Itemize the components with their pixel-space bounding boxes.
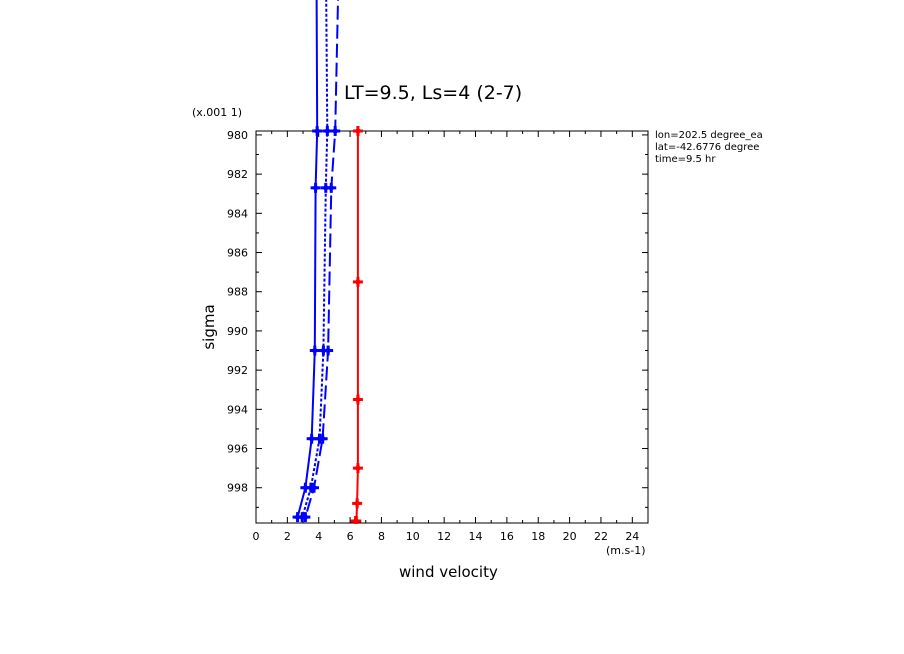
x-scale-label: (m.s-1) [606,544,646,557]
y-tick-label: 986 [227,247,248,260]
data-point-marker [352,126,363,136]
y-tick-label: 982 [227,168,248,181]
x-tick-label: 18 [531,530,545,543]
x-tick-label: 24 [625,530,639,543]
y-tick-label: 998 [227,482,248,495]
y-tick-label: 990 [227,325,248,338]
y-tick-label: 988 [227,286,248,299]
x-tick-label: 2 [284,530,291,543]
x-tick-label: 4 [315,530,322,543]
series-lines [292,0,363,524]
y-tick-label: 980 [227,129,248,142]
y-tick-label: 992 [227,364,248,377]
x-tick-label: 20 [563,530,577,543]
data-point-marker [317,433,328,444]
data-point-marker [312,126,323,136]
x-tick-label: 10 [406,530,420,543]
y-scale-label: (x.001 1) [192,106,242,119]
x-axis-label: wind velocity [399,563,498,581]
x-tick-label: 14 [469,530,483,543]
x-tick-label: 8 [378,530,385,543]
data-point-marker [352,276,363,287]
x-tick-label: 16 [500,530,514,543]
y-tick-label: 996 [227,443,248,456]
plot-frame [255,130,649,524]
data-point-marker [326,182,337,193]
y-tick-label: 984 [227,207,248,220]
info-line: lon=202.5 degree_ea [655,130,763,141]
data-point-marker [352,394,363,405]
data-point-marker [352,463,363,474]
data-point-marker [323,345,334,356]
info-line: time=9.5 hr [655,154,716,165]
data-point-marker [309,482,320,493]
chart-title: LT=9.5, Ls=4 (2-7) [344,82,522,104]
data-point-marker [350,516,361,524]
data-point-marker [330,126,341,136]
series-line [355,131,359,522]
axis-ticks: 0 2 4 6 8 10 12 14 16 18 20 22 249809829849869889909… [227,129,649,543]
y-tick-label: 994 [227,403,248,416]
x-tick-label: 22 [594,530,608,543]
data-point-marker [310,182,321,193]
data-point-marker [352,498,363,509]
data-point-marker [309,345,320,356]
info-line: lat=-42.6776 degree [655,142,759,153]
x-tick-label: 0 [253,530,260,543]
y-axis-label: sigma [200,304,218,349]
data-point-marker [300,512,311,523]
x-tick-label: 6 [347,530,354,543]
x-tick-label: 12 [437,530,451,543]
